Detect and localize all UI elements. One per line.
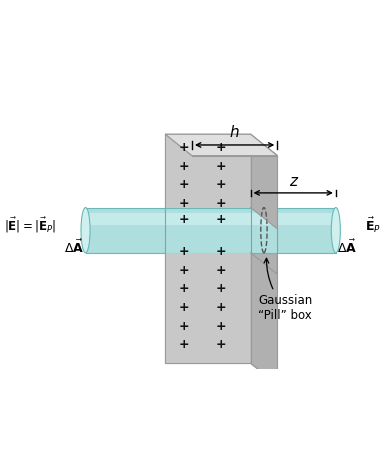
Polygon shape [166, 134, 277, 155]
Text: z: z [289, 174, 297, 189]
Ellipse shape [331, 208, 340, 253]
Text: +: + [179, 319, 189, 333]
Polygon shape [166, 134, 251, 363]
Text: +: + [216, 319, 227, 333]
Text: +: + [179, 282, 189, 295]
Text: $\Delta\vec{\mathbf{A}}$: $\Delta\vec{\mathbf{A}}$ [64, 239, 84, 256]
Text: +: + [179, 213, 189, 226]
Text: +: + [216, 282, 227, 295]
Text: +: + [179, 301, 189, 314]
Polygon shape [251, 134, 277, 385]
Text: +: + [179, 264, 189, 276]
Text: $\Delta\vec{\mathbf{A}}$: $\Delta\vec{\mathbf{A}}$ [337, 239, 357, 256]
Text: +: + [216, 141, 227, 154]
Text: +: + [216, 213, 227, 226]
Polygon shape [85, 208, 336, 253]
Text: +: + [179, 197, 189, 210]
Text: +: + [216, 160, 227, 173]
Text: +: + [216, 197, 227, 210]
Polygon shape [166, 134, 277, 155]
Text: +: + [216, 179, 227, 191]
Text: $|\vec{\mathbf{E}}| = |\vec{\mathbf{E}}_P|$: $|\vec{\mathbf{E}}| = |\vec{\mathbf{E}}_… [4, 216, 56, 235]
Polygon shape [85, 213, 336, 225]
Text: +: + [179, 141, 189, 154]
Polygon shape [166, 253, 251, 363]
Ellipse shape [81, 208, 90, 253]
Text: +: + [179, 179, 189, 191]
Text: Gaussian
“Pill” box: Gaussian “Pill” box [258, 258, 312, 322]
Text: +: + [216, 338, 227, 351]
Text: +: + [179, 338, 189, 351]
Text: +: + [179, 160, 189, 173]
Text: +: + [216, 264, 227, 276]
Text: $\vec{\mathbf{E}}_P$: $\vec{\mathbf{E}}_P$ [365, 216, 381, 235]
Text: +: + [179, 245, 189, 258]
Text: +: + [216, 301, 227, 314]
Polygon shape [251, 253, 277, 385]
Text: +: + [216, 245, 227, 258]
Polygon shape [251, 134, 277, 229]
Text: h: h [230, 125, 239, 139]
Polygon shape [166, 134, 251, 208]
